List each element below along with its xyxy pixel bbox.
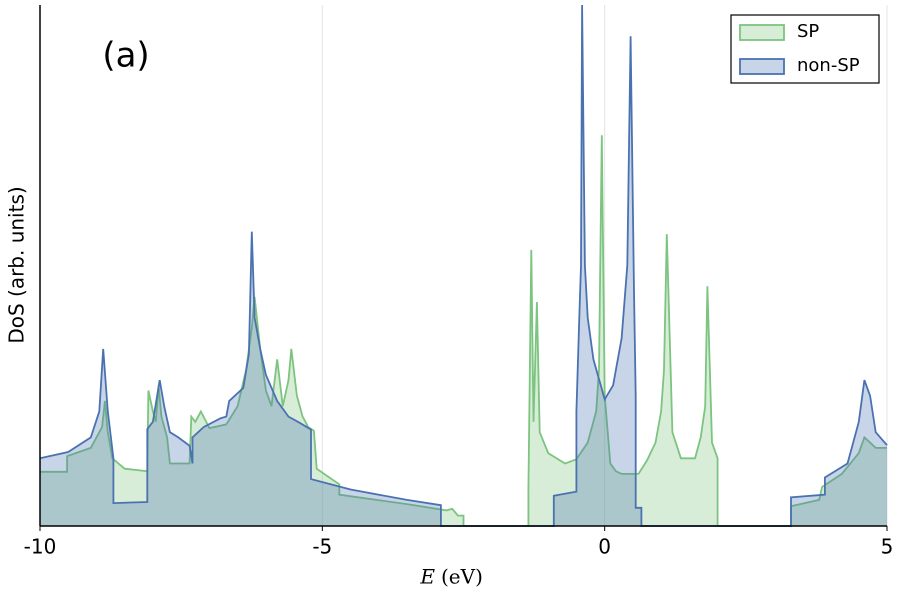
y-axis-label: DoS (arb. units)	[5, 186, 29, 343]
legend-label: SP	[797, 21, 819, 42]
area-fill	[40, 135, 887, 527]
x-tick-label: -5	[312, 535, 332, 559]
x-tick-label: -10	[24, 535, 57, 559]
area-line	[39, 4, 888, 527]
legend-swatch	[739, 58, 785, 75]
x-axis-symbol: E	[419, 565, 435, 589]
legend-label: non-SP	[797, 55, 860, 76]
area-line	[40, 135, 887, 527]
legend-box	[730, 14, 880, 84]
x-axis-unit: (eV)	[441, 565, 483, 589]
x-tick-label: 5	[881, 535, 894, 559]
area-fill	[40, 5, 887, 526]
legend-swatch	[739, 24, 785, 41]
panel-label: (a)	[102, 36, 149, 76]
x-tick-label: 0	[598, 535, 611, 559]
